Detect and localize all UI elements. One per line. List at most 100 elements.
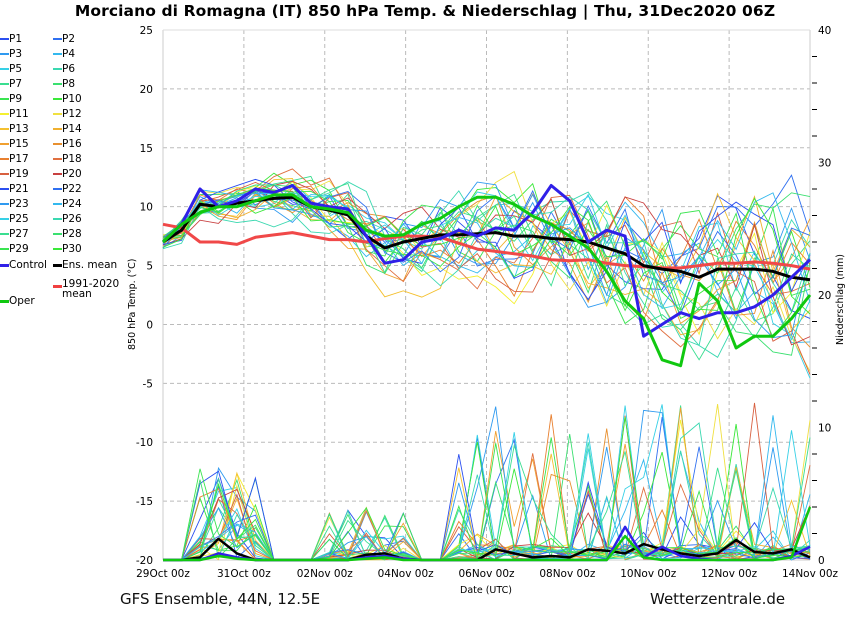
legend-label: P22 [62, 183, 82, 195]
legend-item-control: Control [0, 258, 47, 272]
y2-tick-label: 0 [818, 555, 825, 567]
member-temp-line-p29 [162, 187, 811, 339]
x-tick-label: 31Oct 00z [217, 568, 271, 580]
legend-label: P25 [9, 213, 29, 225]
legend-swatch [0, 188, 9, 190]
legend-label: P11 [9, 108, 29, 120]
legend-label: P14 [62, 123, 82, 135]
y2-tick-label: 10 [818, 423, 831, 435]
legend-swatch [53, 158, 62, 160]
y-tick-label: 10 [140, 202, 153, 214]
legend-label: P15 [9, 138, 29, 150]
legend-label: P29 [9, 243, 29, 255]
legend-item-p18: P18 [53, 152, 82, 166]
y-tick-label: 25 [140, 25, 153, 37]
legend-item-p13: P13 [0, 122, 29, 136]
member-temp-line-p10 [162, 172, 811, 311]
legend-label: P26 [62, 213, 82, 225]
member-temp-line-p23 [162, 181, 811, 339]
legend-swatch [0, 248, 9, 250]
x-tick-label: 29Oct 00z [136, 568, 190, 580]
legend-label: P30 [62, 243, 82, 255]
legend-label: P3 [9, 48, 23, 60]
member-temp-line-p21 [162, 178, 811, 301]
y-tick-label: -5 [143, 378, 153, 390]
legend-item-p23: P23 [0, 197, 29, 211]
legend-label: P20 [62, 168, 82, 180]
legend-label: Ens. mean [62, 259, 118, 271]
legend-swatch [53, 263, 62, 267]
footer-model-info: GFS Ensemble, 44N, 12.5E [120, 590, 321, 608]
x-tick-label: 08Nov 00z [539, 568, 596, 580]
x-tick-label: 04Nov 00z [378, 568, 435, 580]
legend-item-p1: P1 [0, 32, 22, 46]
legend-swatch [0, 113, 9, 115]
x-tick-label: 02Nov 00z [297, 568, 354, 580]
legend-label: P16 [62, 138, 82, 150]
legend-label: Oper [9, 295, 35, 307]
y-tick-label: 0 [146, 319, 153, 331]
legend-swatch [53, 143, 62, 145]
legend-item-p28: P28 [53, 227, 82, 241]
legend-item-p17: P17 [0, 152, 29, 166]
member-precip-line-p26 [163, 422, 811, 561]
legend-item-p12: P12 [53, 107, 82, 121]
legend-swatch [53, 68, 62, 70]
legend-label: P2 [62, 33, 76, 45]
legend-item-p10: P10 [53, 92, 82, 106]
legend-label: P10 [62, 93, 82, 105]
legend-swatch [0, 83, 9, 85]
legend-label: P8 [62, 78, 76, 90]
x-tick-label: 06Nov 00z [458, 568, 515, 580]
legend-swatch [53, 38, 62, 40]
legend-swatch [53, 53, 62, 55]
chart-title: Morciano di Romagna (IT) 850 hPa Temp. &… [74, 2, 776, 20]
legend-label: P18 [62, 153, 82, 165]
legend-swatch [0, 203, 9, 205]
legend-swatch [0, 128, 9, 130]
x-tick-label: 14Nov 00z [782, 568, 839, 580]
legend-swatch [53, 83, 62, 85]
legend-swatch [0, 38, 9, 40]
legend-item-p21: P21 [0, 182, 29, 196]
legend-swatch [53, 284, 62, 288]
legend-item-p24: P24 [53, 197, 82, 211]
legend-label: Control [9, 259, 47, 271]
y2-tick-label: 40 [818, 25, 831, 37]
member-temp-line-p26 [162, 181, 811, 347]
legend-swatch [53, 233, 62, 235]
legend-label: 1991-2020 mean [62, 278, 120, 300]
legend-label: P19 [9, 168, 29, 180]
legend-swatch [53, 218, 62, 220]
y-tick-label: -15 [136, 496, 153, 508]
y-tick-label: 5 [146, 261, 153, 273]
legend-swatch [0, 233, 9, 235]
legend-item-p25: P25 [0, 212, 29, 226]
legend-item-p16: P16 [53, 137, 82, 151]
legend-item-p15: P15 [0, 137, 29, 151]
legend-item-p11: P11 [0, 107, 29, 121]
legend-item-p6: P6 [53, 62, 75, 76]
x-tick-label: 10Nov 00z [620, 568, 677, 580]
legend-swatch [53, 248, 62, 250]
legend-swatch [0, 53, 9, 55]
legend-item-1991-2020-mean: 1991-2020 mean [53, 279, 119, 299]
legend-swatch [0, 68, 9, 70]
member-temp-line-p18 [162, 168, 811, 348]
legend-swatch [53, 98, 62, 100]
legend-label: P27 [9, 228, 29, 240]
legend-item-p14: P14 [53, 122, 82, 136]
legend-item-ens-mean: Ens. mean [53, 258, 117, 272]
highlighted-series [161, 184, 812, 562]
legend-item-p19: P19 [0, 167, 29, 181]
y-tick-label: -20 [136, 555, 153, 567]
member-temp-line-p30 [162, 196, 811, 320]
member-temp-line-p28 [162, 184, 811, 311]
legend-label: P21 [9, 183, 29, 195]
legend-label: P12 [62, 108, 82, 120]
legend-label: P17 [9, 153, 29, 165]
legend-item-p2: P2 [53, 32, 75, 46]
legend-swatch [53, 203, 62, 205]
footer-site: Wetterzentrale.de [650, 590, 786, 608]
